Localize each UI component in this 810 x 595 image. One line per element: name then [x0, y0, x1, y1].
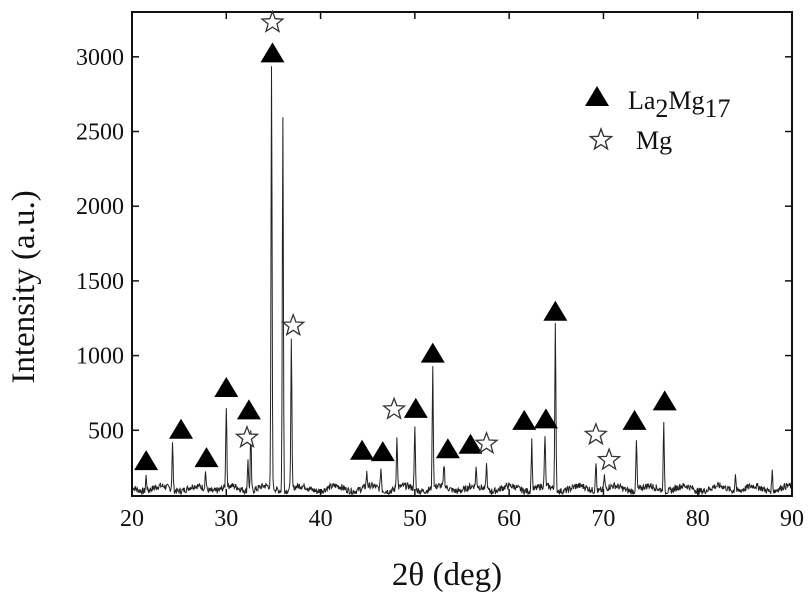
la2mg17-marker — [420, 342, 445, 363]
la2mg17-marker — [543, 300, 568, 321]
y-tick-label: 500 — [88, 418, 124, 444]
y-tick-label: 2000 — [76, 194, 124, 220]
mg-marker — [281, 312, 306, 337]
la2mg17-marker — [403, 397, 428, 418]
la2mg17-marker — [236, 399, 261, 420]
x-tick-label: 30 — [214, 506, 238, 532]
legend-label-mg: Mg — [636, 126, 672, 155]
la2mg17-marker — [134, 450, 159, 471]
y-tick-label: 3000 — [76, 45, 124, 71]
legend-star-marker — [588, 126, 614, 151]
y-tick-label: 1500 — [76, 269, 124, 295]
pattern-trace — [131, 66, 793, 497]
la2mg17-marker — [260, 42, 285, 63]
phase-markers — [134, 9, 677, 471]
x-tick-label: 20 — [120, 506, 144, 532]
x-axis-label: 2θ (deg) — [392, 557, 502, 593]
legend-label-la2mg17: La2Mg17 — [628, 86, 731, 123]
legend-triangle-marker — [585, 86, 609, 106]
y-axis-ticks: 500 1000 1500 2000 2500 3000 — [76, 45, 792, 444]
la2mg17-marker — [622, 409, 647, 430]
legend: La2Mg17 Mg — [585, 86, 731, 155]
mg-marker — [474, 430, 499, 455]
x-tick-label: 80 — [686, 506, 710, 532]
mg-marker — [260, 9, 285, 33]
la2mg17-marker — [458, 433, 483, 454]
x-tick-label: 50 — [403, 506, 427, 532]
la2mg17-marker — [435, 438, 460, 459]
mg-marker — [234, 424, 260, 449]
xrd-pattern-line — [131, 66, 793, 497]
mg-marker — [596, 447, 622, 471]
la2mg17-marker — [194, 447, 219, 468]
la2mg17-marker — [214, 376, 239, 397]
la2mg17-marker — [169, 418, 194, 439]
y-tick-label: 1000 — [76, 344, 124, 370]
y-tick-label: 2500 — [76, 120, 124, 146]
mg-marker — [583, 421, 609, 446]
y-axis-label: Intensity (a.u.) — [6, 190, 42, 383]
x-tick-label: 90 — [780, 506, 804, 532]
x-tick-label: 60 — [497, 506, 521, 532]
plot-frame — [131, 11, 793, 497]
la2mg17-marker — [512, 409, 537, 430]
la2mg17-marker — [652, 390, 677, 411]
x-tick-label: 70 — [591, 506, 615, 532]
x-axis-ticks: 20 30 40 50 60 70 80 90 — [120, 12, 804, 532]
la2mg17-marker — [370, 441, 395, 462]
x-tick-label: 40 — [309, 506, 333, 532]
la2mg17-marker — [533, 408, 558, 429]
mg-marker — [381, 396, 407, 420]
la2mg17-marker — [350, 439, 375, 460]
